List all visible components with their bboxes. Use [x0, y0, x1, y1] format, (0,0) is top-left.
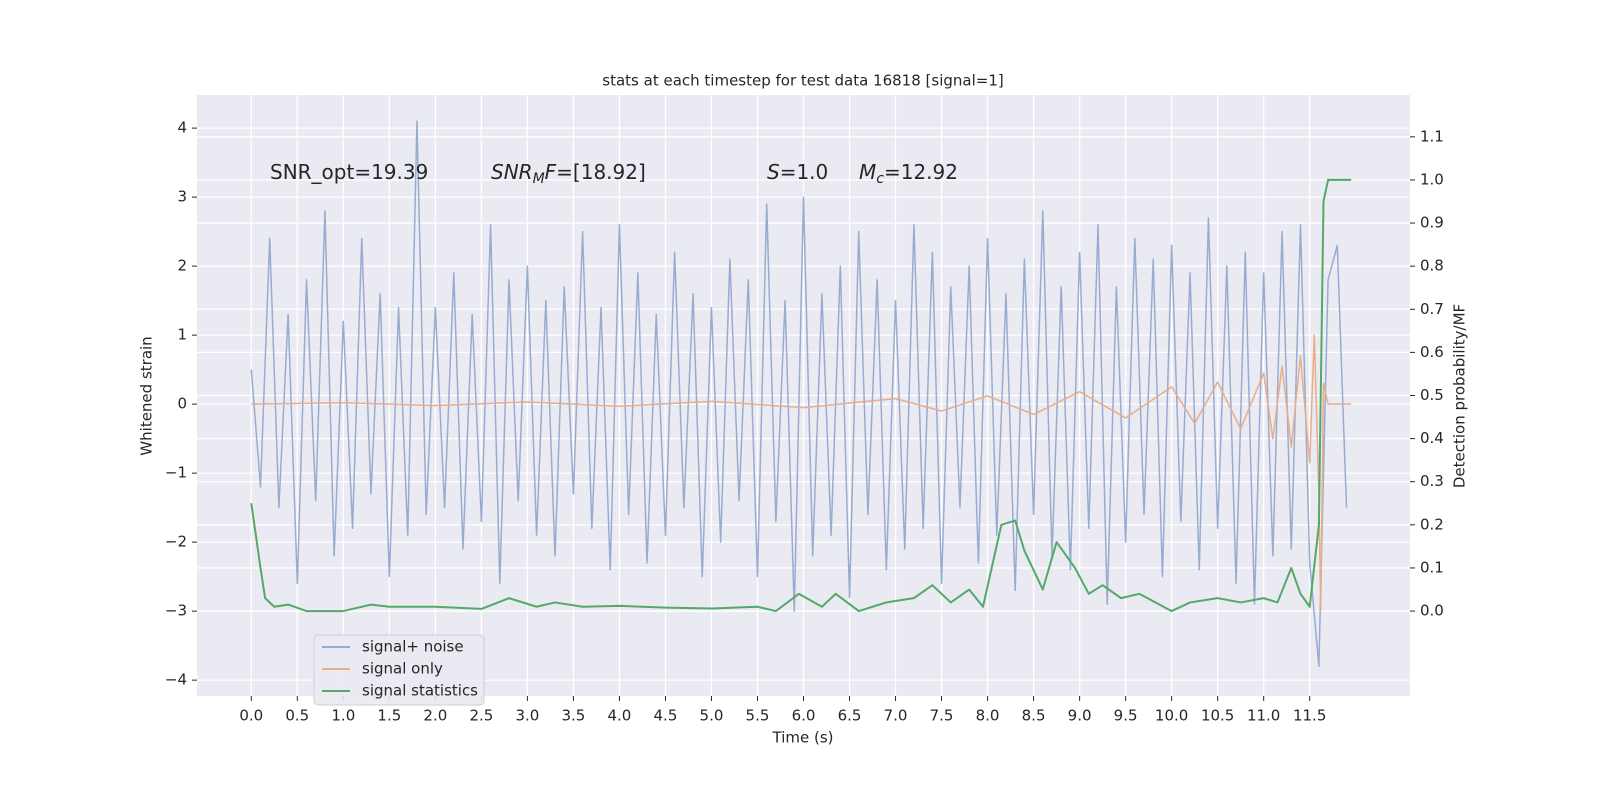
legend-box	[313, 634, 485, 706]
x-tick-label: 10.0	[1155, 707, 1188, 725]
x-axis-label: Time (s)	[772, 729, 834, 747]
x-tick-label: 4.5	[654, 707, 678, 725]
y2-tick-label: 0.3	[1420, 472, 1444, 490]
x-tick-label: 5.0	[700, 707, 724, 725]
x-tick-label: 7.5	[930, 707, 954, 725]
annotation-part: =12.92	[884, 160, 958, 184]
annotation-part: S	[767, 160, 780, 184]
legend-label: signal only	[362, 660, 443, 678]
x-tick-label: 2.0	[423, 707, 447, 725]
y2-tick-label: 0.9	[1420, 214, 1444, 232]
legend-label: signal statistics	[362, 682, 478, 700]
x-tick-label: 7.0	[884, 707, 908, 725]
annotation-part: =[18.92]	[556, 160, 646, 184]
y-tick-label: 2	[177, 257, 187, 275]
x-tick-label: 1.5	[377, 707, 401, 725]
y-tick-label: 0	[177, 395, 187, 413]
y2-tick-label: 0.7	[1420, 300, 1444, 318]
y2-tick-label: 0.8	[1420, 257, 1444, 275]
x-tick-label: 6.0	[792, 707, 816, 725]
y-tick-label: −2	[165, 533, 187, 551]
annotation-part: M	[859, 160, 876, 184]
y-tick-label: 3	[177, 188, 187, 206]
x-tick-label: 11.5	[1293, 707, 1326, 725]
y-tick-label: −3	[165, 602, 187, 620]
x-tick-label: 1.0	[331, 707, 355, 725]
y2-tick-label: 0.2	[1420, 515, 1444, 533]
x-tick-label: 10.5	[1201, 707, 1234, 725]
x-tick-label: 3.0	[515, 707, 539, 725]
x-tick-label: 9.0	[1068, 707, 1092, 725]
x-tick-label: 6.5	[838, 707, 862, 725]
annotation: S=1.0	[767, 160, 828, 184]
y2-tick-label: 0.1	[1420, 558, 1444, 576]
x-tick-label: 8.5	[1022, 707, 1046, 725]
series-line	[251, 334, 1352, 612]
y2-tick-label: 0.4	[1420, 429, 1444, 447]
annotation: SNR_opt=19.39	[270, 160, 428, 184]
y2-tick-label: 0.5	[1420, 386, 1444, 404]
x-tick-label: 11.0	[1247, 707, 1280, 725]
annotation-part: M	[533, 171, 545, 187]
y2-tick-label: 1.0	[1420, 170, 1444, 188]
y-tick-label: −1	[165, 464, 187, 482]
legend-label: signal+ noise	[362, 638, 464, 656]
x-tick-label: 0.0	[239, 707, 263, 725]
y-tick-label: 4	[177, 119, 187, 137]
y-tick-label: −4	[165, 671, 187, 689]
series-line	[250, 178, 1352, 613]
annotation-part: F	[545, 160, 557, 184]
y2-tick-label: 1.1	[1420, 127, 1444, 145]
x-tick-label: 8.0	[976, 707, 1000, 725]
x-tick-label: 5.5	[746, 707, 770, 725]
x-tick-label: 3.5	[561, 707, 585, 725]
annotation-part: SNR_opt=19.39	[270, 160, 428, 184]
annotation: Mc=12.92	[859, 160, 958, 188]
x-tick-label: 2.5	[469, 707, 493, 725]
chart-title: stats at each timestep for test data 168…	[602, 72, 1003, 90]
x-tick-label: 0.5	[285, 707, 309, 725]
y2-tick-label: 0.0	[1420, 602, 1444, 620]
x-tick-label: 4.0	[608, 707, 632, 725]
y2-tick-label: 0.6	[1420, 343, 1444, 361]
y-tick-label: 1	[177, 326, 187, 344]
annotation-part: =1.0	[780, 160, 829, 184]
y-axis-label: Whitened strain	[138, 336, 156, 455]
annotation-part: c	[876, 171, 884, 187]
y2-axis-label: Detection probability/MF	[1451, 304, 1469, 488]
series-line	[250, 120, 1348, 668]
annotation: SNRMF=[18.92]	[491, 160, 646, 188]
x-tick-label: 9.5	[1114, 707, 1138, 725]
annotation-part: SNR	[491, 160, 533, 184]
